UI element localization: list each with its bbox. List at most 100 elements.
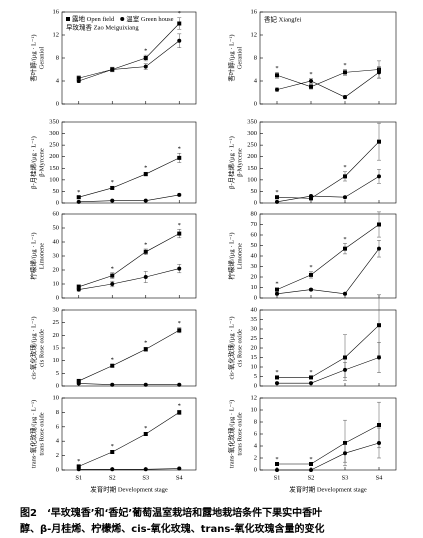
y-tick-label: 50 bbox=[251, 242, 258, 249]
series-line bbox=[276, 224, 380, 290]
legend-label: 露地 Open field bbox=[72, 14, 115, 23]
x-tick-label: S2 bbox=[308, 474, 315, 481]
significance-mark: * bbox=[275, 369, 278, 376]
y-tick-label: 4 bbox=[254, 442, 258, 449]
data-point bbox=[177, 466, 182, 471]
significance-mark: * bbox=[178, 146, 181, 153]
y-tick-label: 12 bbox=[53, 31, 60, 38]
legend-marker bbox=[66, 17, 70, 21]
data-point bbox=[143, 172, 148, 177]
significance-mark: * bbox=[343, 164, 346, 171]
y-tick-label: 25 bbox=[251, 335, 258, 342]
y-tick-label: 10 bbox=[251, 363, 258, 370]
x-tick-label: S1 bbox=[274, 474, 281, 481]
data-point bbox=[143, 275, 148, 279]
data-point bbox=[177, 21, 182, 26]
y-tick-label: 200 bbox=[49, 153, 59, 160]
data-point bbox=[177, 155, 182, 160]
series-line bbox=[277, 357, 380, 384]
y-tick-label: 10 bbox=[251, 406, 258, 413]
y-tick-label: 20 bbox=[53, 332, 60, 339]
series-line bbox=[276, 69, 380, 88]
x-tick-label: S4 bbox=[176, 474, 184, 481]
data-point bbox=[309, 84, 313, 89]
panel-title: 香妃 Xiangfei bbox=[264, 14, 302, 23]
series-line bbox=[78, 330, 180, 382]
significance-mark: * bbox=[178, 403, 181, 410]
significance-mark: * bbox=[144, 241, 147, 248]
significance-mark: * bbox=[111, 357, 114, 364]
data-point bbox=[76, 284, 81, 289]
y-tick-label: 16 bbox=[251, 8, 258, 15]
data-point bbox=[309, 468, 313, 472]
significance-mark: * bbox=[275, 65, 278, 72]
data-point bbox=[76, 199, 81, 204]
data-point bbox=[275, 381, 279, 386]
data-point bbox=[343, 195, 347, 200]
y-tick-label: 25 bbox=[53, 319, 60, 326]
y-tick-label: 60 bbox=[53, 210, 60, 217]
y-tick-label: 20 bbox=[251, 344, 258, 351]
y-axis-label: trans-氧化玫瑰/(μg · L⁻¹) bbox=[28, 400, 37, 468]
caption-line: 图2 ‘早玫瑰香’和‘香妃’葡萄温室栽培和露地栽培条件下果实中香叶 bbox=[20, 506, 322, 519]
x-axis-label: 发育时期 Development stage bbox=[90, 484, 168, 493]
y-tick-label: 5 bbox=[254, 373, 257, 380]
data-point bbox=[309, 375, 313, 380]
series-line bbox=[78, 412, 180, 467]
y-tick-label: 15 bbox=[251, 354, 258, 361]
y-tick-label: 4 bbox=[56, 77, 60, 84]
y-tick-label: 50 bbox=[251, 188, 258, 195]
x-tick-label: S3 bbox=[342, 474, 349, 481]
data-point bbox=[110, 467, 115, 472]
data-point bbox=[76, 378, 81, 383]
data-point bbox=[377, 423, 381, 427]
significance-mark: * bbox=[275, 281, 278, 288]
y-axis-label: trans Rose oxide bbox=[38, 412, 45, 455]
series-line bbox=[276, 176, 380, 203]
data-point bbox=[275, 468, 279, 472]
y-axis-label: Geraniol bbox=[236, 46, 243, 69]
data-point bbox=[177, 266, 182, 271]
y-tick-label: 80 bbox=[251, 210, 258, 217]
y-axis-label: cis-氧化玫瑰/(μg · L⁻¹) bbox=[28, 316, 37, 379]
y-axis-label: 香叶醇/(μg · L⁻¹) bbox=[226, 34, 235, 81]
significance-mark: * bbox=[178, 320, 181, 327]
data-point bbox=[76, 76, 81, 81]
y-tick-label: 0 bbox=[56, 100, 59, 107]
data-point bbox=[76, 287, 81, 292]
y-tick-label: 5 bbox=[56, 370, 59, 377]
y-tick-label: 6 bbox=[254, 430, 258, 437]
data-point bbox=[76, 381, 81, 386]
caption-line: 醇、β-月桂烯、柠檬烯、cis-氧化玫瑰、trans-氧化玫瑰含量的变化 bbox=[20, 522, 324, 535]
data-point bbox=[343, 246, 347, 251]
y-tick-label: 2 bbox=[254, 454, 257, 461]
significance-mark: * bbox=[111, 179, 114, 186]
data-point bbox=[377, 174, 381, 179]
data-point bbox=[377, 441, 381, 445]
significance-mark: * bbox=[343, 236, 346, 243]
data-point bbox=[343, 70, 347, 75]
y-axis-label: cis Rose oxide bbox=[38, 329, 45, 367]
series-line bbox=[78, 233, 180, 288]
significance-mark: * bbox=[144, 425, 147, 432]
significance-mark: * bbox=[275, 456, 278, 463]
series-line bbox=[78, 268, 180, 290]
series-line bbox=[276, 72, 380, 98]
data-point bbox=[275, 375, 279, 380]
y-tick-label: 10 bbox=[53, 357, 60, 364]
data-point bbox=[143, 249, 148, 254]
series-line bbox=[276, 141, 380, 199]
data-point bbox=[275, 291, 279, 296]
data-point bbox=[110, 450, 115, 454]
data-point bbox=[309, 381, 313, 386]
y-axis-label: Limonene bbox=[236, 243, 243, 269]
y-tick-label: 40 bbox=[251, 252, 258, 259]
y-tick-label: 100 bbox=[247, 176, 257, 183]
y-tick-label: 150 bbox=[49, 165, 59, 172]
y-tick-label: 60 bbox=[251, 231, 258, 238]
y-tick-label: 0 bbox=[254, 466, 257, 473]
data-point bbox=[76, 467, 81, 472]
series-line bbox=[78, 468, 180, 470]
y-tick-label: 30 bbox=[251, 325, 258, 332]
